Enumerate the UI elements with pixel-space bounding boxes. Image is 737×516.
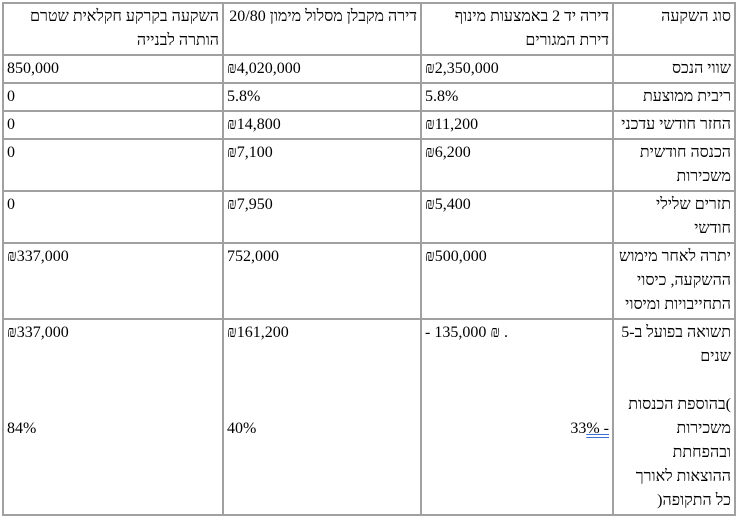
cell-value: ₪337,000 [7, 248, 69, 265]
table-row: ריבית ממוצעת 5.8% 5.8% 0 [3, 83, 735, 111]
row-label: ריבית ממוצעת [613, 83, 735, 111]
cell-value: - 135,000 ₪ . [425, 324, 509, 341]
row-label: תזרים שלילי חודשי [613, 191, 735, 243]
cell-value: ₪2,350,000 [425, 60, 499, 77]
table-row: תזרים שלילי חודשי ₪5,400 ₪7,950 0 [3, 191, 735, 243]
cell-value: ₪4,020,000 [227, 60, 301, 77]
row-label-main: תשואה בפועל ב-5 שנים [621, 324, 731, 365]
cell-value: ₪7,100 [227, 144, 273, 161]
table-header-row: סוג השקעה דירה יד 2 באמצעות מינוף דירת ה… [3, 3, 735, 55]
cell-percentage: 33% - [570, 420, 609, 437]
spellcheck-underline: % - [586, 420, 609, 437]
cell-value: 0 [7, 116, 15, 133]
cell-value: ₪500,000 [425, 248, 487, 265]
table-row-actual-return: תשואה בפועל ב-5 שנים )בהוספת הכנסות משכי… [3, 319, 735, 515]
row-label: תשואה בפועל ב-5 שנים )בהוספת הכנסות משכי… [613, 319, 735, 515]
cell-value: 5.8% [227, 88, 261, 105]
cell-value: ₪7,950 [227, 196, 273, 213]
header-agricultural-land: השקעה בקרקע חקלאית שטרם הותרה לבנייה [3, 3, 223, 55]
cell-value: ₪337,000 [7, 324, 69, 341]
row-label-note: )בהוספת הכנסות משכירות ובהפחתת ההוצאות ל… [628, 396, 731, 509]
cell-value: 0 [7, 88, 15, 105]
cell-value: ₪5,400 [425, 196, 471, 213]
header-contractor-apartment: דירה מקבלן מסלול מימון 20/80 [223, 3, 421, 55]
cell-value: 752,000 [227, 248, 279, 265]
cell-value: 5.8% [425, 88, 459, 105]
row-label: שווי הנכס [613, 55, 735, 83]
table-row: החזר חודשי עדכני ₪11,200 ₪14,800 0 [3, 111, 735, 139]
cell-value: 0 [7, 196, 15, 213]
row-label: החזר חודשי עדכני [613, 111, 735, 139]
table-row: הכנסה חודשית משכירות ₪6,200 ₪7,100 0 [3, 139, 735, 191]
table-row: יתרה לאחר מימוש ההשקעה, כיסוי התחייבויות… [3, 243, 735, 319]
row-label: הכנסה חודשית משכירות [613, 139, 735, 191]
cell-value: ₪11,200 [425, 116, 479, 133]
cell-value: ₪14,800 [227, 116, 281, 133]
cell-value: ₪161,200 [227, 324, 289, 341]
cell-percentage: 40% [227, 420, 257, 437]
cell-value: ₪6,200 [425, 144, 471, 161]
table-row: שווי הנכס ₪2,350,000 ₪4,020,000 850,000 [3, 55, 735, 83]
row-label: יתרה לאחר מימוש ההשקעה, כיסוי התחייבויות… [613, 243, 735, 319]
header-second-hand-apartment: דירה יד 2 באמצעות מינוף דירת המגורים [421, 3, 613, 55]
header-investment-type: סוג השקעה [613, 3, 735, 55]
cell-value: 0 [7, 144, 15, 161]
cell-value: 850,000 [7, 60, 59, 77]
cell-percentage: 84% [7, 420, 37, 437]
